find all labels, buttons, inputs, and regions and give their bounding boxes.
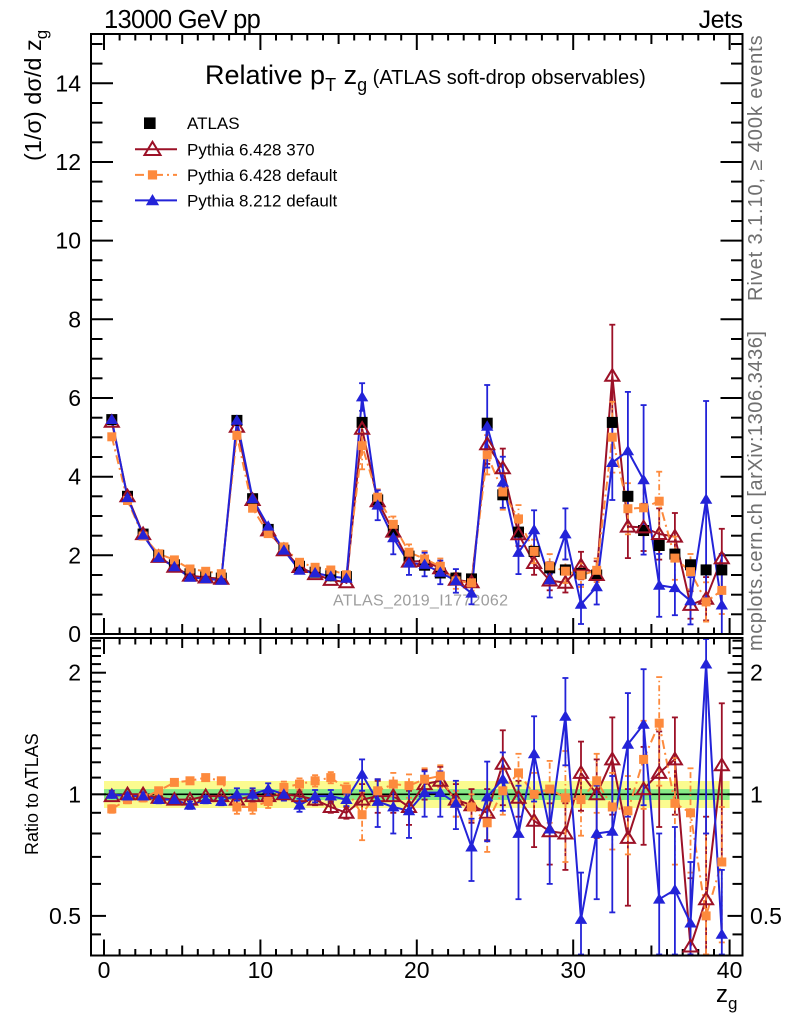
svg-text:(1/σ) dσ/d zg: (1/σ) dσ/d zg (20, 30, 51, 161)
svg-text:40: 40 (717, 957, 743, 983)
svg-text:8: 8 (68, 306, 81, 332)
svg-text:4: 4 (68, 464, 81, 490)
svg-text:1: 1 (68, 781, 81, 807)
svg-text:2: 2 (68, 542, 81, 568)
svg-text:ATLAS: ATLAS (187, 114, 240, 133)
svg-text:Pythia 6.428 default: Pythia 6.428 default (187, 166, 338, 185)
svg-text:10: 10 (248, 957, 274, 983)
svg-text:Ratio to ATLAS: Ratio to ATLAS (22, 733, 42, 855)
svg-text:Rivet 3.1.10, ≥ 400k events: Rivet 3.1.10, ≥ 400k events (745, 34, 767, 301)
svg-text:Jets: Jets (699, 6, 743, 34)
svg-text:20: 20 (404, 957, 430, 983)
svg-text:0.5: 0.5 (750, 903, 782, 929)
svg-text:0: 0 (68, 621, 81, 647)
svg-text:30: 30 (560, 957, 586, 983)
svg-text:2: 2 (68, 660, 81, 686)
svg-text:0.5: 0.5 (49, 903, 81, 929)
svg-text:13000 GeV pp: 13000 GeV pp (104, 6, 261, 34)
svg-text:Pythia 8.212 default: Pythia 8.212 default (187, 191, 338, 210)
svg-text:14: 14 (55, 70, 81, 96)
svg-text:mcplots.cern.ch [arXiv:1306.34: mcplots.cern.ch [arXiv:1306.3436] (745, 330, 767, 651)
svg-text:0: 0 (98, 957, 111, 983)
svg-text:ATLAS_2019_I1772062: ATLAS_2019_I1772062 (333, 593, 508, 610)
svg-text:12: 12 (55, 149, 81, 175)
svg-text:6: 6 (68, 385, 81, 411)
svg-text:1: 1 (750, 781, 763, 807)
svg-text:10: 10 (55, 228, 81, 254)
svg-text:2: 2 (750, 660, 763, 686)
svg-text:Pythia 6.428 370: Pythia 6.428 370 (187, 140, 315, 159)
